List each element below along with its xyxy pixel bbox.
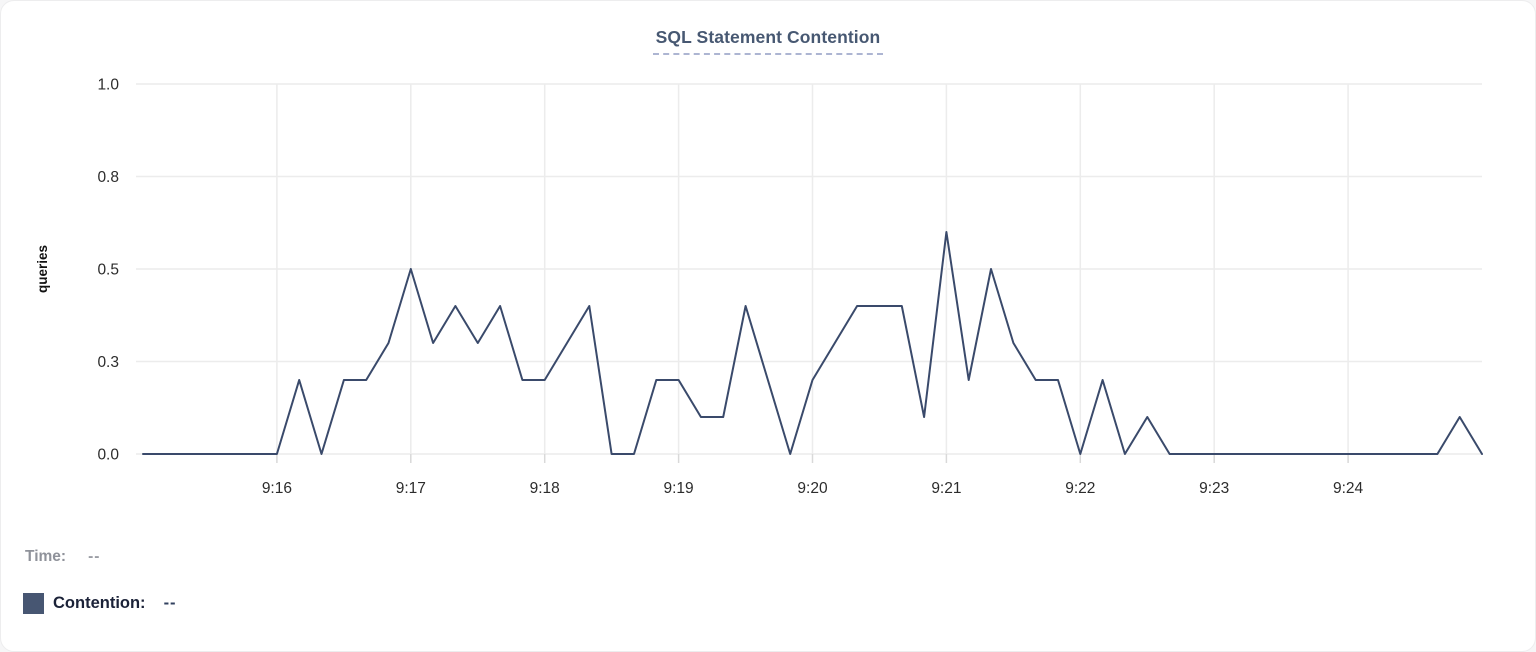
contention-series-swatch-icon xyxy=(23,592,44,614)
hover-legend: Time: -- Contention: -- xyxy=(23,545,177,616)
x-tick-label: 9:17 xyxy=(396,480,426,497)
y-tick-label: 0.0 xyxy=(97,447,119,464)
x-tick-label: 9:23 xyxy=(1199,480,1229,497)
hover-time-row: Time: -- xyxy=(25,545,177,569)
x-tick-label: 9:19 xyxy=(664,480,694,497)
contention-series-line xyxy=(142,231,1483,455)
y-tick-label: 0.5 xyxy=(97,262,119,279)
y-axis-title: queries xyxy=(35,245,50,293)
x-tick-label: 9:24 xyxy=(1333,480,1364,497)
x-tick-label: 9:18 xyxy=(530,480,560,497)
chart-title-wrap: SQL Statement Contention xyxy=(1,27,1535,55)
contention-line-chart[interactable]: 0.0 0.3 0.5 0.8 1.0 9:16 9:17 9:18 9:19 9:20 9:21 9… xyxy=(1,1,1536,513)
chart-title[interactable]: SQL Statement Contention xyxy=(652,27,884,55)
y-tick-label: 0.3 xyxy=(97,354,119,371)
x-tick-label: 9:21 xyxy=(931,480,961,497)
x-tick-label: 9:16 xyxy=(262,480,292,497)
hover-series-value: -- xyxy=(163,593,177,612)
hover-time-label: Time: xyxy=(25,548,67,565)
hover-series-row: Contention: -- xyxy=(23,590,177,616)
hover-time-value: -- xyxy=(88,548,101,565)
y-tick-label: 1.0 xyxy=(97,77,119,94)
x-tick-label: 9:20 xyxy=(797,480,828,497)
hover-series-label: Contention: xyxy=(53,593,146,612)
x-tick-label: 9:22 xyxy=(1065,480,1095,497)
y-tick-label: 0.8 xyxy=(97,169,119,186)
